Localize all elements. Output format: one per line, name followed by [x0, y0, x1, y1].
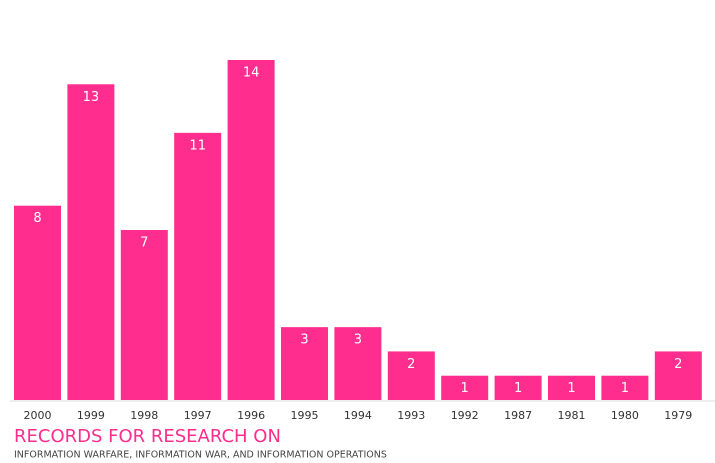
- value-label: 3: [300, 333, 308, 348]
- bar: [548, 375, 595, 400]
- x-tick-label: 1997: [184, 409, 212, 422]
- x-tick-label: 1987: [504, 409, 532, 422]
- x-tick-label: 1998: [130, 409, 158, 422]
- bar: [174, 132, 222, 400]
- bar: [281, 327, 328, 400]
- bar: [120, 230, 168, 400]
- value-label: 13: [83, 90, 100, 105]
- value-label: 11: [189, 138, 206, 153]
- value-label: 2: [407, 357, 415, 372]
- x-tick-label: 1995: [291, 409, 319, 422]
- bar: [601, 375, 649, 400]
- chart-title: RECORDS FOR RESEARCH ON: [14, 426, 281, 447]
- value-label: 1: [514, 381, 522, 396]
- x-tick-label: 1999: [77, 409, 105, 422]
- x-tick-label: 1980: [611, 409, 639, 422]
- x-tick-label: 1992: [451, 409, 479, 422]
- bar: [14, 205, 61, 400]
- bar: [654, 351, 702, 400]
- x-tick-label: 1993: [397, 409, 425, 422]
- value-label: 3: [354, 333, 362, 348]
- x-tick-label: 1979: [664, 409, 692, 422]
- chart-subtitle: INFORMATION WARFARE, INFORMATION WAR, AN…: [14, 450, 387, 461]
- bar: [441, 375, 489, 400]
- bar: [494, 375, 542, 400]
- value-label: 7: [140, 236, 148, 251]
- value-label: 1: [567, 381, 575, 396]
- value-label: 14: [243, 66, 260, 81]
- bar: [67, 84, 115, 401]
- value-label: 2: [674, 357, 682, 372]
- x-tick-label: 2000: [24, 409, 52, 422]
- x-tick-label: 1994: [344, 409, 372, 422]
- bar: [387, 351, 435, 400]
- x-tick-label: 1996: [237, 409, 265, 422]
- value-label: 8: [33, 211, 41, 226]
- x-tick-label: 1981: [558, 409, 586, 422]
- value-label: 1: [461, 381, 469, 396]
- bar: [334, 327, 382, 400]
- bar: [227, 60, 275, 400]
- value-label: 1: [621, 381, 629, 396]
